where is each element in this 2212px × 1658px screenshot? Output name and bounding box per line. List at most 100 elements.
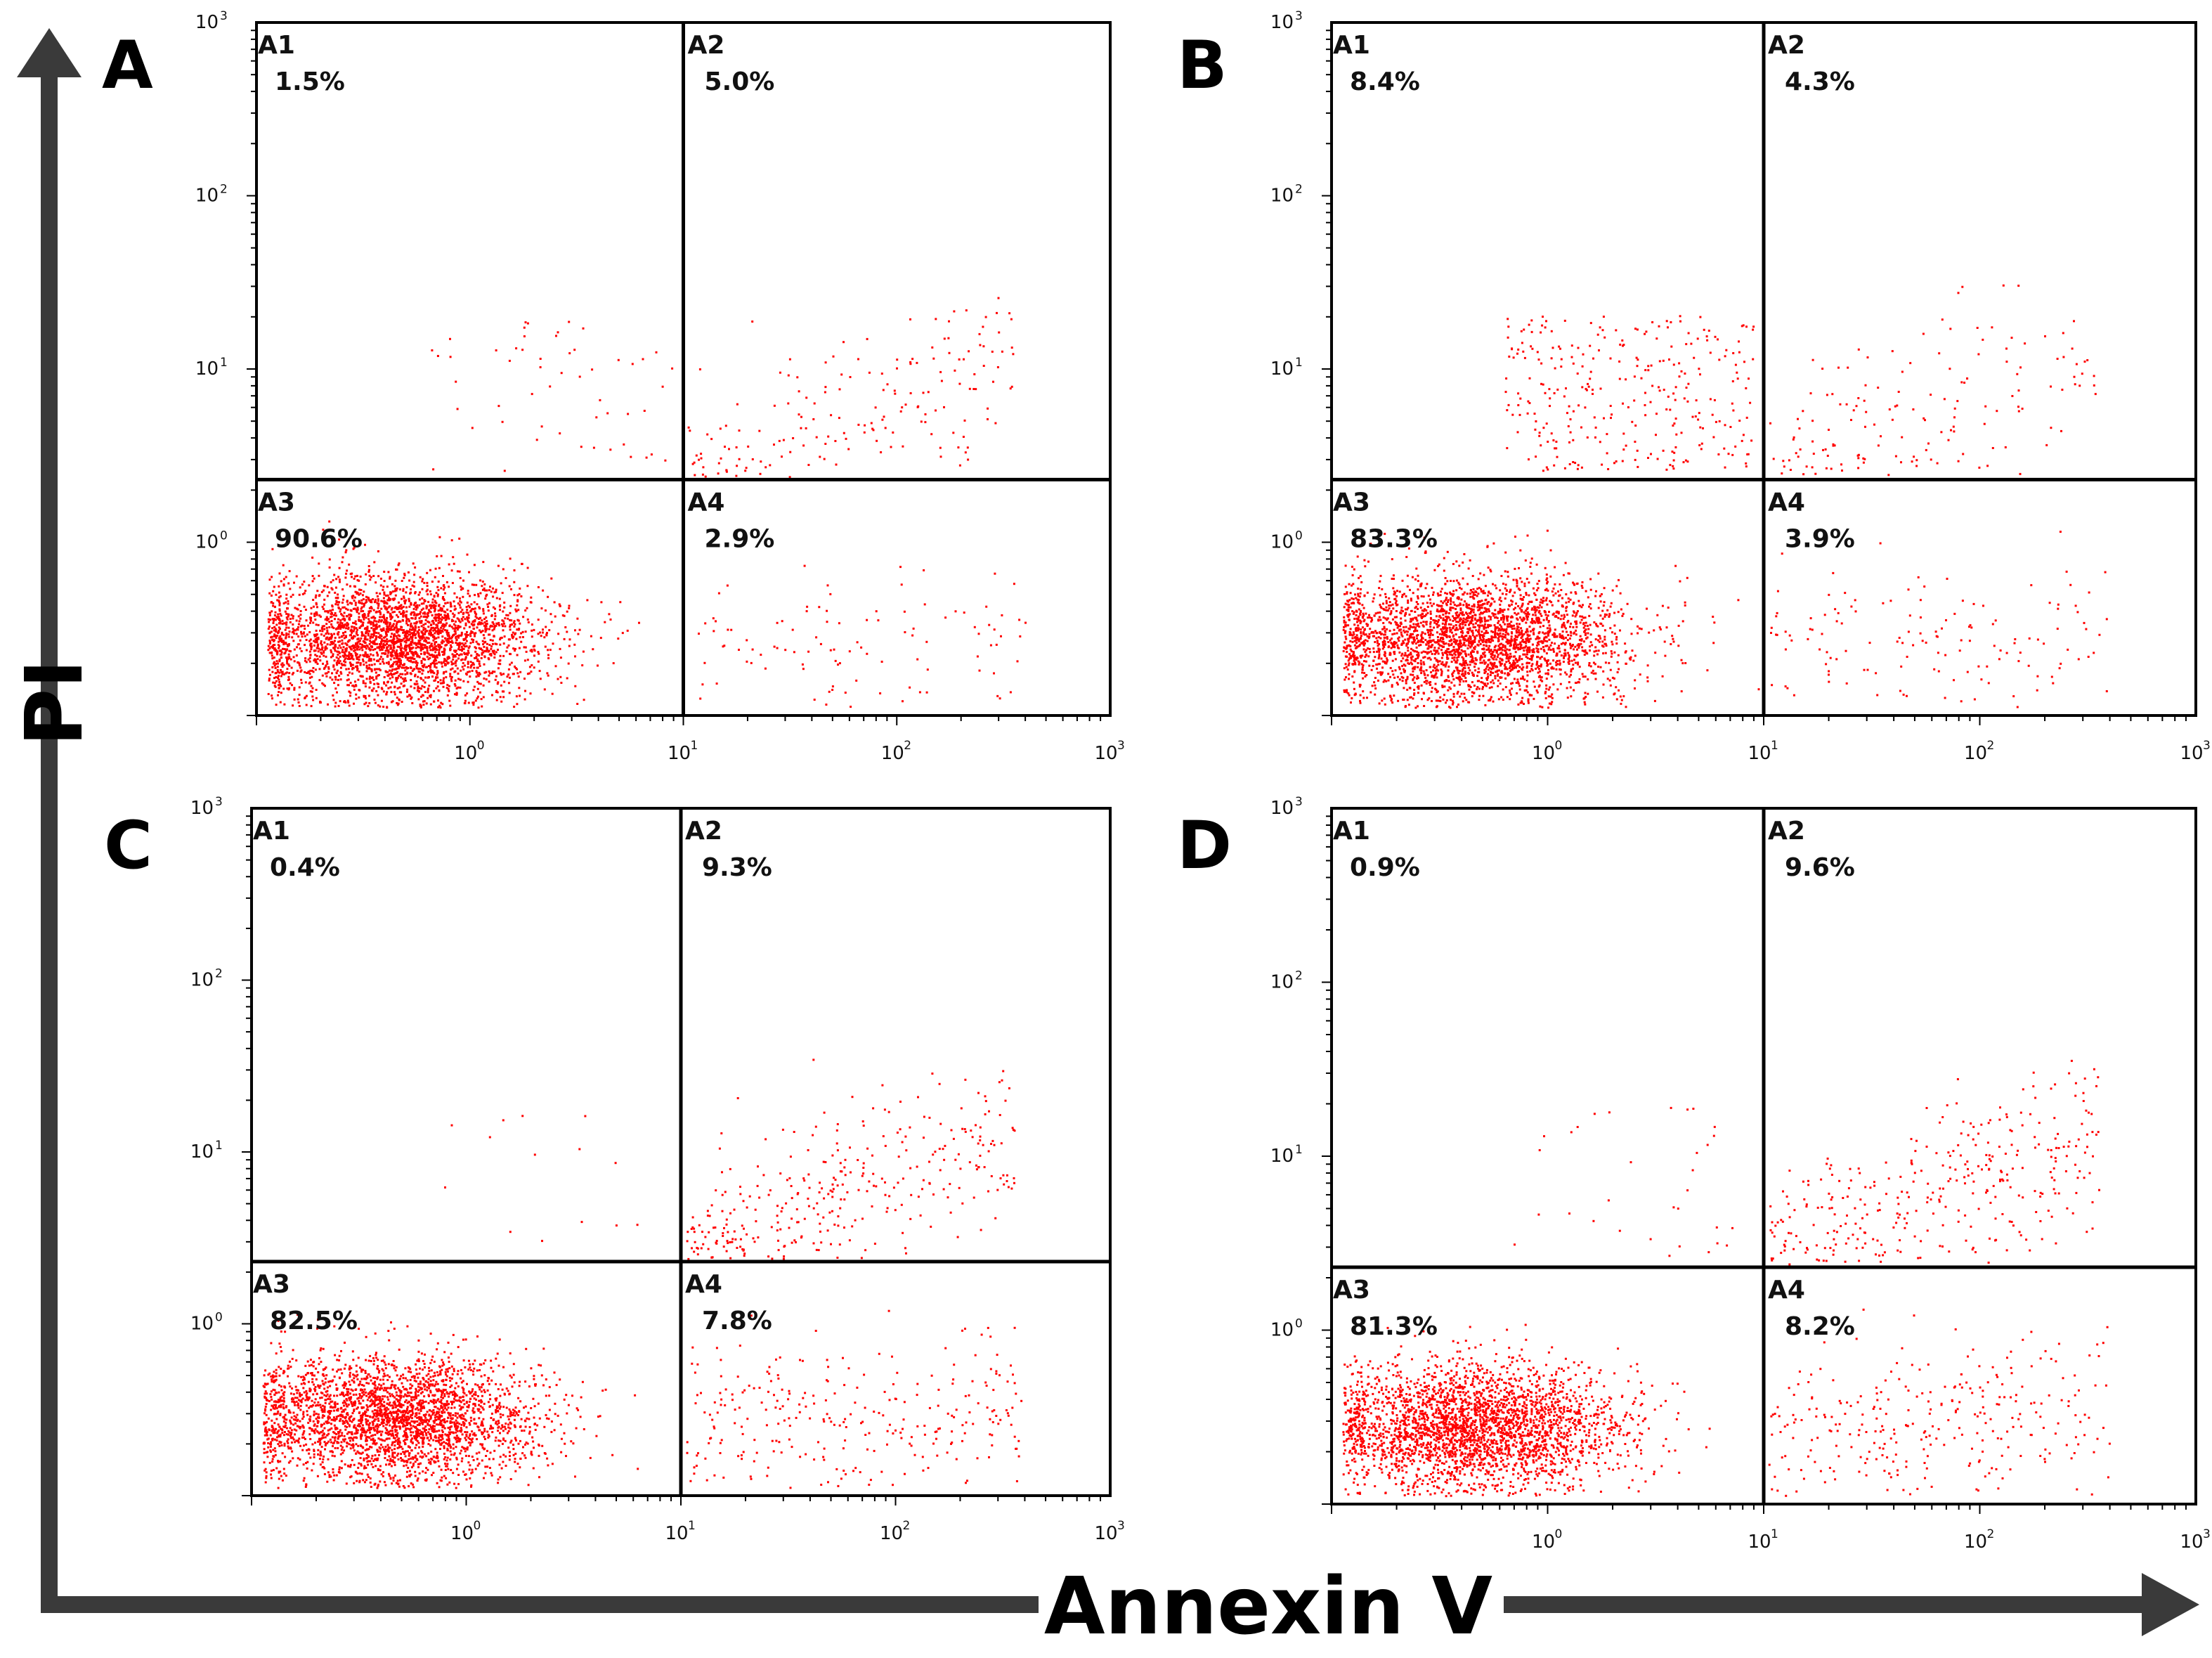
quadrant-percent: 3.9% — [1785, 524, 1855, 553]
x-tick-label: 10 — [454, 743, 477, 764]
x-tick-exponent: 0 — [1555, 739, 1563, 753]
quadrant-label: A4 — [688, 488, 725, 517]
y-tick-exponent: 1 — [1295, 356, 1303, 370]
quadrant-label: A1 — [258, 31, 295, 60]
x-tick-exponent: 3 — [2203, 739, 2211, 753]
quadrant-label: A4 — [1768, 488, 1805, 517]
quadrant-percent: 8.2% — [1785, 1312, 1855, 1341]
quadrant-percent: 0.4% — [270, 853, 340, 882]
x-axis-arrow — [41, 1573, 2199, 1636]
x-tick-label: 10 — [668, 743, 691, 764]
quadrant-label: A3 — [1333, 1276, 1370, 1304]
x-tick-label: 10 — [1748, 743, 1771, 764]
y-axis-ticks — [247, 30, 256, 716]
y-tick-label: 10 — [195, 532, 219, 553]
y-tick-exponent: 2 — [215, 967, 223, 981]
y-tick-exponent: 1 — [220, 356, 228, 370]
quadrant-percent: 5.0% — [705, 67, 775, 96]
y-tick-label: 10 — [195, 12, 219, 33]
x-tick-exponent: 3 — [2203, 1527, 2211, 1541]
x-axis-ticks — [1331, 1504, 2187, 1514]
x-tick-exponent: 2 — [903, 1519, 911, 1533]
x-tick-exponent: 1 — [691, 739, 698, 753]
quadrant-percent: 8.4% — [1350, 67, 1420, 96]
x-axis-ticks — [256, 715, 1102, 725]
y-tick-exponent: 2 — [220, 183, 228, 197]
quadrant-percent: 90.6% — [275, 524, 363, 553]
x-tick-exponent: 1 — [1771, 739, 1778, 753]
quadrant-label: A3 — [253, 1270, 290, 1299]
y-axis-label: PI — [9, 659, 100, 746]
y-axis-ticks — [1322, 30, 1332, 716]
x-tick-label: 10 — [1964, 1531, 1987, 1553]
x-tick-exponent: 0 — [477, 739, 485, 753]
quadrant-label: A1 — [1333, 31, 1370, 60]
x-tick-label: 10 — [1094, 743, 1117, 764]
y-tick-label: 10 — [1270, 186, 1294, 207]
x-tick-exponent: 0 — [474, 1519, 481, 1533]
x-axis-label: Annexin V — [1044, 1561, 1492, 1652]
x-tick-exponent: 1 — [688, 1519, 696, 1533]
quadrant-label: A3 — [1333, 488, 1370, 517]
quadrant-percent: 0.9% — [1350, 853, 1420, 882]
y-tick-label: 10 — [195, 186, 219, 207]
quadrant-label: A4 — [1768, 1276, 1805, 1304]
x-axis-ticks — [1331, 715, 2187, 725]
y-tick-label: 10 — [1270, 1146, 1294, 1167]
x-tick-label: 10 — [665, 1523, 688, 1544]
quadrant-percent: 4.3% — [1785, 67, 1855, 96]
y-tick-label: 10 — [1270, 972, 1294, 993]
panel-letter: C — [104, 808, 152, 884]
x-tick-exponent: 2 — [904, 739, 911, 753]
x-tick-label: 10 — [1964, 743, 1987, 764]
x-tick-exponent: 3 — [1117, 739, 1125, 753]
y-tick-exponent: 0 — [220, 529, 228, 543]
quadrant-percent: 82.5% — [270, 1307, 358, 1335]
quadrant-percent: 9.6% — [1785, 853, 1855, 882]
x-tick-exponent: 2 — [1987, 739, 1995, 753]
y-axis-arrow — [17, 28, 82, 1613]
scatter-points — [1342, 284, 2108, 709]
x-tick-label: 10 — [880, 1523, 903, 1544]
y-tick-label: 10 — [190, 970, 214, 991]
quadrant-label: A1 — [253, 817, 290, 846]
scatter-points — [1342, 1059, 2111, 1498]
quadrant-label: A4 — [685, 1270, 722, 1299]
quadrant-label: A2 — [1768, 31, 1805, 60]
quadrant-label: A2 — [688, 31, 725, 60]
quadrant-label: A3 — [258, 488, 295, 517]
quadrant-percent: 9.3% — [702, 853, 772, 882]
quadrant-percent: 7.8% — [702, 1307, 772, 1335]
x-tick-exponent: 0 — [1555, 1527, 1563, 1541]
y-tick-exponent: 0 — [1295, 1317, 1303, 1331]
quadrant-percent: 83.3% — [1350, 524, 1438, 553]
panel-letter: A — [102, 27, 153, 104]
quadrant-label: A1 — [1333, 817, 1370, 846]
scatter-points — [262, 1058, 1023, 1489]
y-tick-label: 10 — [195, 358, 219, 380]
quadrant-label: A2 — [685, 817, 722, 846]
y-tick-label: 10 — [1270, 12, 1294, 33]
y-tick-exponent: 1 — [1295, 1143, 1303, 1157]
y-tick-label: 10 — [1270, 798, 1294, 819]
panel-letter: D — [1177, 808, 1232, 884]
y-tick-exponent: 1 — [215, 1139, 223, 1153]
x-tick-label: 10 — [2180, 743, 2203, 764]
y-tick-exponent: 3 — [1295, 795, 1303, 809]
x-tick-exponent: 1 — [1771, 1527, 1778, 1541]
x-tick-label: 10 — [2180, 1531, 2203, 1553]
x-tick-label: 10 — [1748, 1531, 1771, 1553]
y-axis-ticks — [242, 815, 252, 1496]
x-tick-exponent: 3 — [1117, 1519, 1125, 1533]
y-tick-exponent: 3 — [215, 795, 223, 809]
x-tick-label: 10 — [1532, 743, 1555, 764]
y-tick-label: 10 — [1270, 532, 1294, 553]
y-tick-exponent: 2 — [1295, 183, 1303, 197]
y-tick-label: 10 — [190, 1141, 214, 1162]
y-axis-ticks — [1322, 815, 1332, 1505]
